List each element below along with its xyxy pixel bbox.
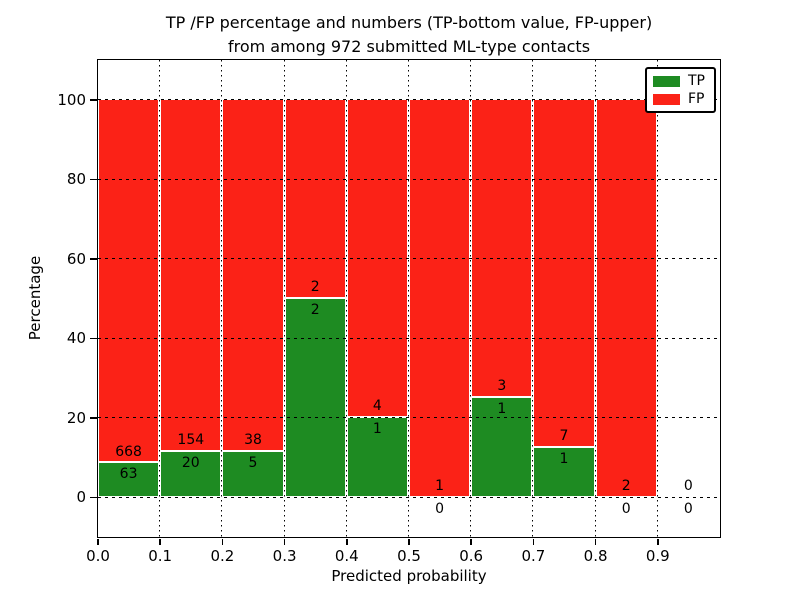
x-tick-label: 0.5	[397, 547, 421, 565]
v-gridline	[470, 59, 472, 537]
fp-bar	[595, 99, 658, 497]
tp-count-label: 1	[372, 421, 382, 438]
fp-bar	[159, 99, 222, 452]
fp-count-label: 2	[621, 477, 631, 494]
fp-count-label: 7	[559, 428, 569, 445]
h-gridline	[97, 496, 720, 498]
x-tick	[346, 538, 348, 545]
fp-bar	[408, 99, 471, 497]
plot-area: 668 63 154 20 38 5 2 2 4 1 1 0 3 1 7 1 2 0 0 0	[96, 58, 721, 538]
tp-count-label: 5	[248, 454, 258, 471]
x-tick-label: 0.6	[459, 547, 484, 565]
v-gridline	[594, 59, 596, 537]
x-tick	[221, 538, 224, 545]
x-tick	[594, 538, 597, 545]
v-gridline	[345, 59, 347, 537]
y-tick-label: 20	[66, 408, 86, 427]
fp-color-swatch	[653, 93, 680, 105]
tp-bar	[97, 462, 160, 497]
x-tick-label: 0.8	[583, 547, 608, 565]
chart-subtitle: from among 972 submitted ML-type contact…	[227, 37, 591, 56]
x-tick-label: 0.9	[645, 547, 670, 565]
x-tick	[283, 538, 286, 545]
fp-bar	[97, 99, 160, 463]
y-tick-label: 60	[66, 249, 86, 268]
y-tick	[90, 417, 97, 419]
x-tick-label: 0.7	[521, 547, 546, 565]
fp-count-label: 1	[435, 477, 445, 494]
v-gridline	[221, 59, 223, 537]
fp-bar	[284, 99, 347, 298]
x-tick	[97, 538, 99, 545]
x-tick-label: 0.2	[210, 547, 235, 565]
x-axis-label: Predicted probability	[331, 567, 487, 585]
x-tick-label: 0.0	[86, 547, 110, 565]
legend: TP FP	[645, 67, 716, 113]
v-gridline	[532, 59, 534, 537]
tp-count-label: 2	[310, 302, 320, 318]
tp-count-label: 1	[559, 451, 569, 468]
legend-label-tp: TP	[688, 73, 705, 89]
v-gridline	[408, 59, 409, 537]
y-tick	[90, 337, 97, 339]
fp-count-label: 154	[177, 432, 205, 449]
tp-count-label: 0	[621, 500, 631, 517]
tp-color-swatch	[653, 75, 680, 87]
fp-count-label: 3	[497, 378, 507, 395]
v-gridline	[283, 59, 285, 537]
tp-bar	[284, 298, 347, 497]
tp-count-label: 0	[683, 500, 693, 517]
legend-item-fp: FP	[653, 91, 708, 107]
legend-label-fp: FP	[688, 91, 705, 107]
x-tick	[408, 538, 410, 545]
chart-title: TP /FP percentage and numbers (TP-bottom…	[165, 13, 653, 32]
y-tick	[90, 496, 97, 498]
v-gridline	[656, 59, 658, 537]
x-tick	[532, 538, 535, 545]
v-gridline	[159, 59, 161, 537]
y-tick-label: 40	[66, 329, 86, 348]
tp-bar	[470, 397, 533, 497]
fp-count-label: 2	[310, 279, 320, 295]
y-axis-label: Percentage	[26, 255, 44, 341]
fp-bar	[470, 99, 533, 398]
tp-count-label: 1	[497, 401, 507, 418]
fp-count-label: 668	[115, 443, 142, 460]
h-gridline	[97, 99, 720, 101]
fp-count-label: 38	[244, 431, 262, 448]
x-tick-label: 0.4	[334, 547, 359, 565]
y-tick-label: 0	[76, 488, 86, 507]
y-tick-label: 80	[66, 170, 86, 189]
tp-bar	[159, 451, 222, 497]
h-gridline	[97, 178, 720, 180]
x-tick-label: 0.1	[148, 547, 173, 565]
tp-count-label: 20	[181, 455, 200, 472]
x-tick-label: 0.3	[272, 547, 297, 565]
h-gridline	[97, 337, 720, 339]
y-tick-label: 100	[57, 90, 86, 109]
tp-count-label: 63	[119, 466, 138, 483]
x-tick	[470, 538, 472, 545]
x-tick	[159, 538, 161, 545]
y-tick	[90, 258, 97, 260]
h-gridline	[97, 417, 720, 419]
y-tick	[90, 99, 97, 101]
legend-item-tp: TP	[653, 73, 708, 89]
fp-bar	[221, 99, 285, 451]
h-gridline	[97, 258, 720, 260]
fp-count-label: 0	[683, 477, 693, 494]
tp-count-label: 0	[435, 500, 445, 517]
y-tick	[90, 178, 97, 180]
fp-count-label: 4	[372, 398, 382, 415]
fp-bar	[532, 99, 596, 448]
x-tick	[657, 538, 659, 545]
